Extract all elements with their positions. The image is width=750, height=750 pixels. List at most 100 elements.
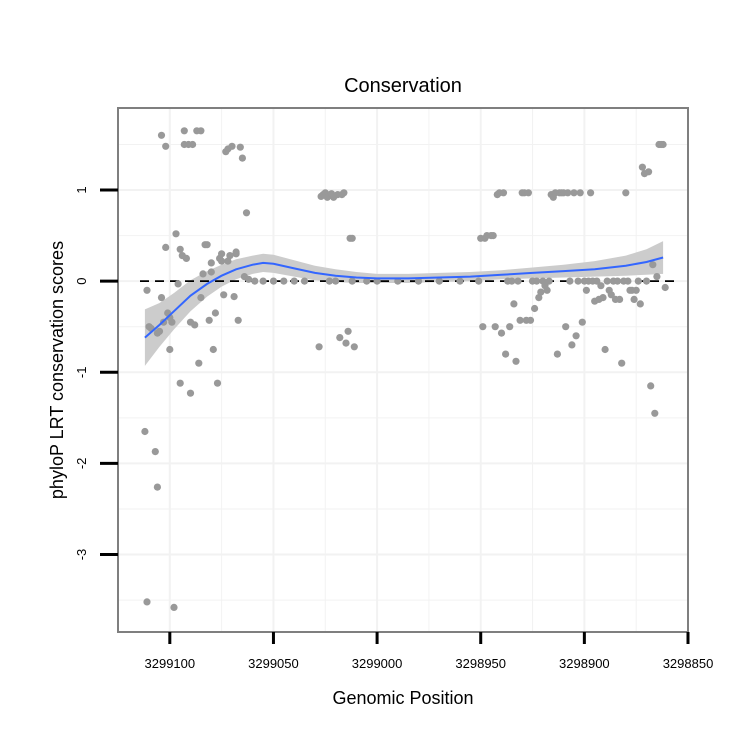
data-point bbox=[491, 323, 499, 331]
data-point bbox=[601, 345, 609, 354]
data-point bbox=[300, 277, 309, 285]
x-axis: 3299100 3299050 3299000 3298950 3298900 32988… bbox=[145, 632, 714, 671]
data-point bbox=[572, 332, 580, 340]
x-tick-label: 3298900 bbox=[559, 656, 610, 671]
data-point bbox=[157, 131, 166, 139]
data-point bbox=[186, 389, 195, 397]
x-tick-label: 3299100 bbox=[145, 656, 196, 671]
data-point bbox=[510, 300, 518, 308]
data-point bbox=[479, 323, 487, 331]
data-point bbox=[224, 257, 232, 265]
data-point bbox=[211, 309, 219, 317]
data-point bbox=[414, 277, 423, 285]
data-point bbox=[232, 248, 240, 256]
data-point bbox=[645, 168, 653, 176]
data-point bbox=[502, 350, 510, 358]
x-tick-label: 3299050 bbox=[248, 656, 299, 671]
data-point bbox=[363, 277, 371, 285]
data-point bbox=[269, 277, 278, 285]
data-point bbox=[564, 189, 572, 197]
data-point bbox=[456, 277, 464, 285]
y-tick-label: 1 bbox=[74, 186, 89, 193]
data-point bbox=[499, 189, 508, 197]
data-point bbox=[207, 259, 215, 267]
data-point bbox=[290, 277, 298, 285]
data-point bbox=[195, 359, 203, 367]
data-point bbox=[636, 300, 644, 308]
data-point bbox=[348, 234, 356, 242]
y-tick-label: -3 bbox=[74, 549, 89, 561]
data-point bbox=[168, 318, 176, 326]
data-point bbox=[508, 277, 516, 285]
data-point bbox=[197, 294, 205, 302]
data-point bbox=[203, 241, 211, 249]
y-axis-title: phyloP LRT conservation scores bbox=[47, 241, 67, 499]
data-point bbox=[618, 359, 626, 367]
data-point bbox=[543, 286, 551, 294]
data-point bbox=[180, 127, 188, 135]
data-point bbox=[578, 318, 586, 326]
data-point bbox=[535, 294, 543, 302]
data-point bbox=[238, 154, 246, 162]
data-point bbox=[659, 140, 667, 149]
data-point bbox=[259, 277, 267, 285]
data-point bbox=[597, 282, 605, 290]
data-point bbox=[475, 277, 483, 285]
data-point bbox=[226, 252, 234, 260]
data-point bbox=[512, 357, 520, 365]
data-point bbox=[220, 291, 228, 299]
data-point bbox=[435, 277, 443, 285]
data-point bbox=[141, 427, 149, 436]
data-point bbox=[562, 323, 570, 331]
data-point bbox=[651, 409, 659, 417]
data-point bbox=[570, 189, 578, 197]
data-point bbox=[234, 316, 242, 324]
data-point bbox=[143, 598, 151, 606]
data-point bbox=[506, 323, 514, 331]
data-point bbox=[228, 142, 236, 150]
data-point bbox=[218, 257, 226, 265]
data-point bbox=[336, 334, 344, 342]
data-point bbox=[251, 277, 259, 285]
data-point bbox=[166, 345, 174, 354]
smooth-trend-line bbox=[144, 256, 664, 339]
x-tick-label: 3299000 bbox=[352, 656, 403, 671]
data-point bbox=[524, 189, 533, 197]
data-point bbox=[593, 277, 601, 285]
data-point bbox=[207, 268, 215, 276]
grid bbox=[118, 108, 689, 632]
data-point bbox=[176, 379, 184, 387]
data-point bbox=[634, 277, 642, 285]
data-point bbox=[616, 295, 624, 303]
data-point bbox=[632, 286, 640, 294]
x-tick-label: 3298850 bbox=[663, 656, 714, 671]
data-point bbox=[209, 345, 217, 354]
y-tick-label: 0 bbox=[74, 277, 89, 284]
data-point bbox=[199, 270, 207, 278]
data-point bbox=[489, 232, 497, 240]
data-point bbox=[553, 350, 562, 358]
data-point bbox=[603, 277, 611, 285]
data-point bbox=[661, 283, 669, 292]
data-point bbox=[155, 327, 164, 335]
data-point bbox=[315, 343, 323, 351]
data-point bbox=[516, 316, 524, 324]
data-point bbox=[242, 209, 251, 217]
data-point bbox=[350, 343, 358, 351]
x-axis-title: Genomic Position bbox=[332, 688, 473, 708]
plot-frame bbox=[117, 107, 689, 633]
data-point bbox=[348, 277, 356, 285]
data-point bbox=[342, 339, 350, 347]
data-point bbox=[638, 163, 647, 171]
data-point bbox=[533, 277, 541, 285]
data-point bbox=[332, 277, 340, 285]
data-point bbox=[191, 321, 199, 329]
y-axis: -3 -2 -1 0 1 bbox=[74, 186, 118, 560]
data-point bbox=[537, 288, 545, 296]
data-points bbox=[141, 127, 669, 612]
data-point bbox=[325, 277, 333, 285]
data-point bbox=[568, 341, 576, 349]
data-point bbox=[176, 245, 184, 253]
data-point bbox=[545, 277, 553, 285]
